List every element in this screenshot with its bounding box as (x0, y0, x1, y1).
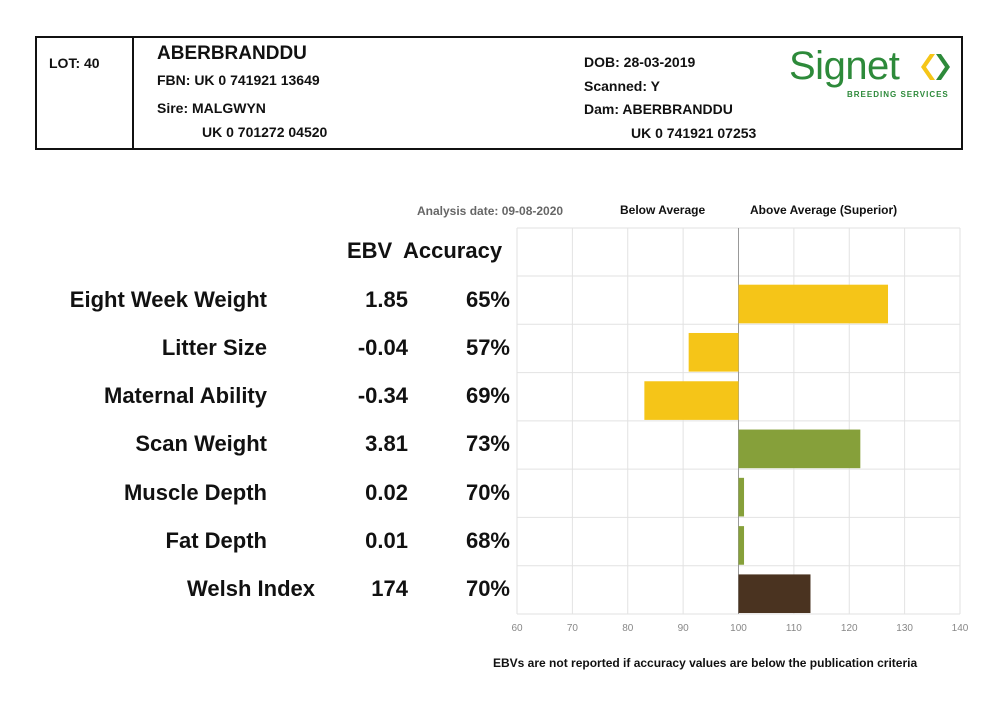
chevron-logo-icon (921, 54, 950, 80)
above-average-label: Above Average (Superior) (750, 203, 898, 217)
bar-maternal-ability (644, 381, 739, 420)
trait-label: Fat Depth (165, 528, 267, 553)
x-tick-label: 60 (511, 623, 523, 634)
bar-fat-depth (738, 526, 745, 565)
accuracy-value: 70% (465, 576, 510, 601)
x-tick-label: 70 (567, 623, 579, 634)
trait-label: Eight Week Weight (69, 287, 267, 312)
accuracy-value: 69% (465, 383, 510, 408)
x-tick-label: 110 (786, 623, 802, 634)
signet-logo: Signet BREEDING SERVICES (789, 44, 959, 104)
ebv-column-header: EBV (347, 238, 393, 263)
trait-label: Welsh Index (187, 576, 315, 601)
accuracy-value: 70% (465, 480, 510, 505)
analysis-date: Analysis date: 09-08-2020 (417, 204, 564, 218)
bar-welsh-index (738, 574, 811, 614)
x-tick-label: 140 (952, 623, 969, 634)
sire: Sire: MALGWYN (157, 100, 266, 116)
sire-id: UK 0 701272 04520 (202, 124, 328, 140)
accuracy-column-header: Accuracy (403, 238, 503, 263)
animal-header: LOT: 40 ABERBRANDDU FBN: UK 0 741921 136… (35, 36, 963, 150)
accuracy-value: 57% (465, 335, 510, 360)
x-tick-label: 120 (841, 623, 858, 634)
bar-muscle-depth (738, 477, 745, 517)
accuracy-value: 65% (465, 287, 510, 312)
logo-text: Signet (789, 44, 900, 88)
footnote: EBVs are not reported if accuracy values… (493, 656, 918, 670)
trait-label: Scan Weight (135, 431, 267, 456)
lot-number: LOT: 40 (49, 55, 100, 71)
bar-litter-size (688, 332, 739, 372)
lot-cell: LOT: 40 (37, 38, 134, 148)
dam: Dam: ABERBRANDDU (584, 101, 733, 117)
bar-scan-weight (738, 429, 861, 469)
fbn: FBN: UK 0 741921 13649 (157, 72, 320, 88)
ebv-value: 0.02 (365, 480, 408, 505)
ebv-value: 1.85 (365, 287, 408, 312)
scanned: Scanned: Y (584, 78, 660, 94)
ebv-value: -0.04 (357, 335, 408, 360)
bar-eight-week-weight (738, 284, 889, 324)
logo-subtitle: BREEDING SERVICES (847, 90, 949, 99)
dam-id: UK 0 741921 07253 (631, 125, 757, 141)
accuracy-value: 68% (465, 528, 510, 553)
ebv-value: 174 (371, 576, 408, 601)
x-tick-label: 90 (678, 623, 690, 634)
ebv-value: -0.34 (357, 383, 408, 408)
animal-name: ABERBRANDDU (157, 43, 307, 64)
below-average-label: Below Average (620, 203, 706, 217)
accuracy-value: 73% (465, 431, 510, 456)
dob: DOB: 28-03-2019 (584, 54, 696, 70)
ebv-value: 3.81 (365, 431, 408, 456)
trait-label: Litter Size (161, 335, 267, 360)
x-tick-label: 80 (622, 623, 634, 634)
trait-label: Muscle Depth (123, 480, 267, 505)
ebv-value: 0.01 (365, 528, 408, 553)
x-tick-label: 130 (896, 623, 913, 634)
trait-label: Maternal Ability (104, 383, 267, 408)
x-tick-label: 100 (730, 623, 747, 634)
